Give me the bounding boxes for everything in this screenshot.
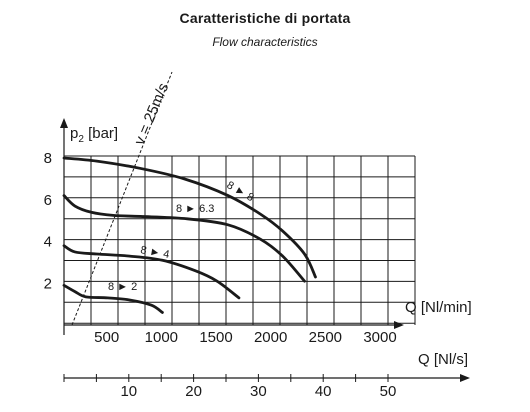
- x-axis-label: Q [Nl/min]: [405, 299, 472, 316]
- x2-tick-label: 20: [185, 383, 202, 400]
- x-tick-label: 500: [94, 329, 119, 346]
- x-tick-label: 1000: [145, 329, 178, 346]
- chart-title: Caratteristiche di portata: [179, 10, 351, 26]
- series-label: 8 ► 6.3: [176, 203, 214, 215]
- x2-tick-label: 10: [120, 383, 137, 400]
- x-tick-label: 2000: [254, 329, 287, 346]
- series-line: [62, 244, 241, 300]
- y-axis-label-unit: [bar]: [84, 125, 118, 142]
- x2-axis-label: Q [Nl/s]: [418, 351, 468, 368]
- x-tick-label: 1500: [199, 329, 232, 346]
- y-axis-arrow: [60, 118, 68, 128]
- x2-tick-label: 50: [380, 383, 397, 400]
- y-axis-label-symbol: p: [70, 125, 78, 142]
- x-axis-arrow: [394, 321, 404, 329]
- velocity-line-label: v = 25m/s: [131, 81, 172, 148]
- series-label: 8 ► 4: [139, 244, 170, 261]
- series-line: [62, 194, 306, 283]
- x2-tick-label: 40: [315, 383, 332, 400]
- y-axis-label-subscript: 2: [78, 134, 84, 145]
- curves: [62, 71, 317, 326]
- chart-subtitle: Flow characteristics: [212, 35, 318, 49]
- y-tick-label: 2: [44, 275, 52, 292]
- series-label: 8 ► 2: [108, 281, 137, 293]
- y-tick-label: 6: [44, 192, 52, 209]
- y-tick-label: 8: [44, 150, 52, 167]
- x2-tick-label: 30: [250, 383, 267, 400]
- grid: [64, 155, 416, 325]
- x-tick-label: 2500: [309, 329, 342, 346]
- x-tick-label: 3000: [363, 329, 396, 346]
- series-line: [62, 283, 164, 314]
- y-axis-label: p2 [bar]: [70, 125, 118, 145]
- y-tick-label: 4: [44, 234, 52, 251]
- x2-axis-arrow: [460, 374, 470, 382]
- series-line: [62, 156, 317, 279]
- velocity-line: [71, 71, 173, 326]
